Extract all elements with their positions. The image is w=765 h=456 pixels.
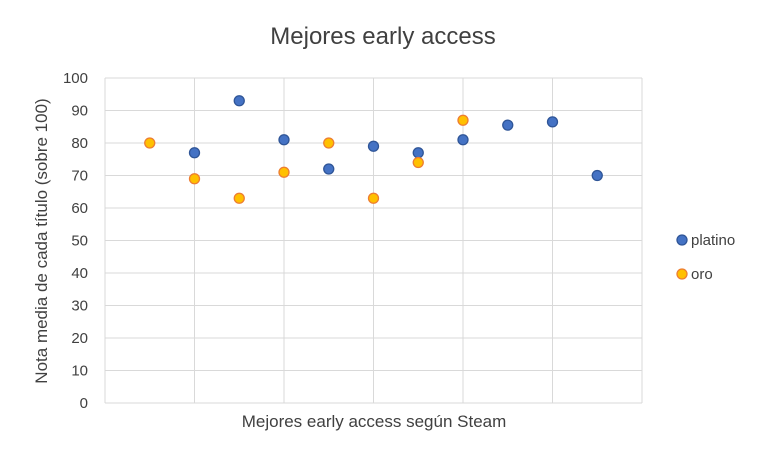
data-point-platino xyxy=(502,119,514,131)
data-point-oro xyxy=(188,173,201,185)
data-point-platino xyxy=(412,147,424,159)
y-axis-title: Nota media de cada título (sobre 100) xyxy=(32,98,51,383)
data-point-oro xyxy=(233,192,245,204)
data-point-oro xyxy=(144,137,156,149)
data-point-platino xyxy=(591,169,603,182)
y-tick-label: 80 xyxy=(71,135,88,152)
data-point-platino xyxy=(367,140,380,152)
chart-title: Mejores early access xyxy=(270,23,495,50)
data-point-oro xyxy=(367,192,380,204)
y-tick-label: 60 xyxy=(71,200,88,217)
data-point-platino xyxy=(457,134,469,146)
y-tick-label: 10 xyxy=(71,363,88,380)
y-axis-ticks: 0 10 20 30 40 50 60 70 80 90 100 xyxy=(63,70,88,412)
data-point-oro xyxy=(278,166,290,178)
y-tick-label: 50 xyxy=(71,233,88,250)
data-point-oro xyxy=(412,156,424,169)
data-point-platino xyxy=(278,134,290,146)
y-tick-label: 30 xyxy=(71,298,88,315)
data-point-oro xyxy=(323,137,335,149)
data-point-oro xyxy=(457,114,469,126)
data-point-platino xyxy=(323,163,335,175)
y-tick-label: 0 xyxy=(80,395,88,412)
y-tick-label: 20 xyxy=(71,330,88,347)
legend: platino oro xyxy=(676,232,735,283)
data-point-platino xyxy=(546,116,559,128)
y-tick-label: 40 xyxy=(71,265,88,282)
y-tick-label: 70 xyxy=(71,168,88,185)
data-points xyxy=(144,95,603,204)
data-point-platino xyxy=(188,147,201,159)
y-tick-label: 100 xyxy=(63,70,88,87)
grid xyxy=(104,77,643,404)
legend-label-oro: oro xyxy=(691,266,713,283)
y-tick-label: 90 xyxy=(71,103,88,120)
legend-marker-platino xyxy=(676,234,688,246)
legend-marker-oro xyxy=(676,268,688,280)
data-point-platino xyxy=(233,95,245,107)
x-axis-title: Mejores early access según Steam xyxy=(242,412,507,431)
legend-label-platino: platino xyxy=(691,232,735,249)
